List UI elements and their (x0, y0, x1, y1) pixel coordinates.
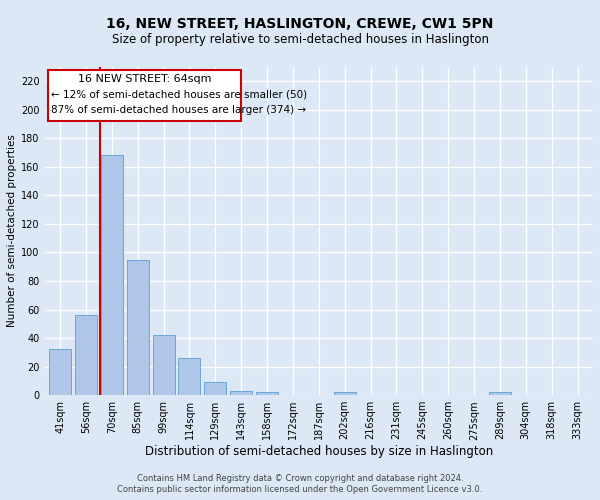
Text: 16 NEW STREET: 64sqm: 16 NEW STREET: 64sqm (78, 74, 212, 84)
Bar (75, 315, 97, 395)
Text: 16, NEW STREET, HASLINGTON, CREWE, CW1 5PN: 16, NEW STREET, HASLINGTON, CREWE, CW1 5… (106, 18, 494, 32)
X-axis label: Distribution of semi-detached houses by size in Haslington: Distribution of semi-detached houses by … (145, 445, 493, 458)
Bar (49, 350, 71, 395)
Text: Contains public sector information licensed under the Open Government Licence v3: Contains public sector information licen… (118, 485, 482, 494)
Bar (178, 358, 200, 395)
Y-axis label: Number of semi-detached properties: Number of semi-detached properties (7, 134, 17, 328)
Text: 87% of semi-detached houses are larger (374) →: 87% of semi-detached houses are larger (… (51, 106, 306, 116)
FancyBboxPatch shape (49, 70, 241, 121)
Bar (101, 156, 123, 395)
Bar (334, 392, 356, 395)
Text: Contains HM Land Registry data © Crown copyright and database right 2024.: Contains HM Land Registry data © Crown c… (137, 474, 463, 483)
Bar (152, 335, 175, 395)
Text: Size of property relative to semi-detached houses in Haslington: Size of property relative to semi-detach… (112, 32, 488, 46)
Bar (489, 392, 511, 395)
Bar (205, 382, 226, 395)
Bar (127, 260, 149, 395)
Text: ← 12% of semi-detached houses are smaller (50): ← 12% of semi-detached houses are smalle… (51, 90, 307, 100)
Bar (256, 392, 278, 395)
Bar (230, 391, 252, 395)
